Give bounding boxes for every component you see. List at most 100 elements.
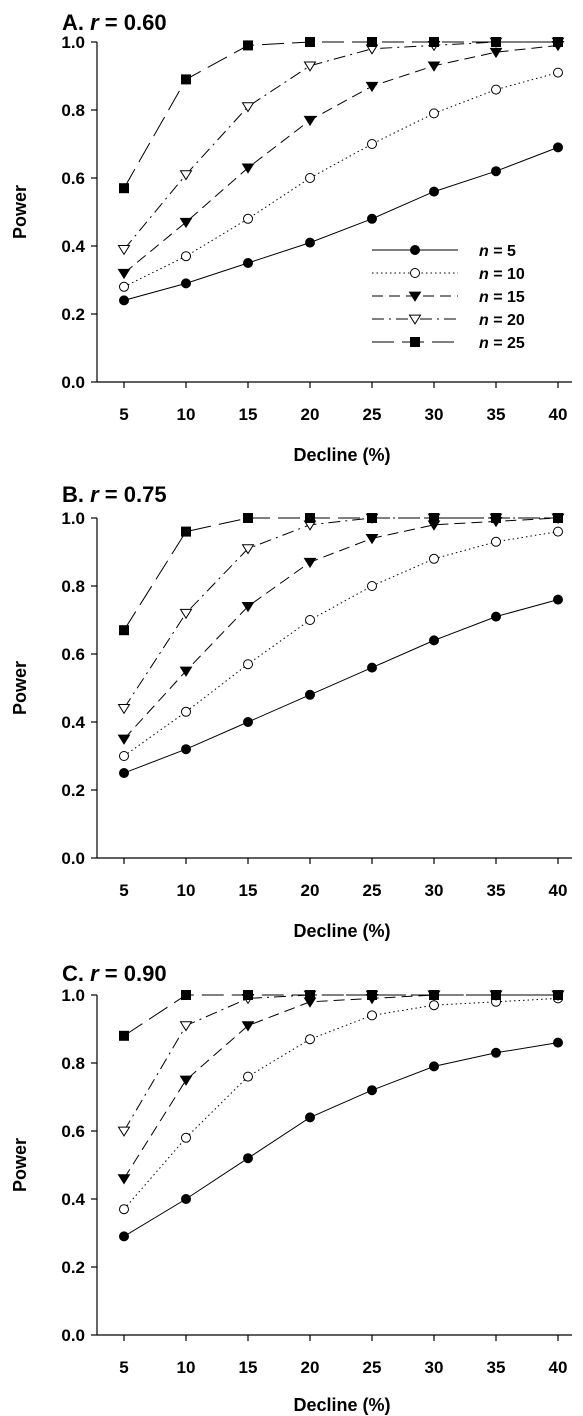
y-tick-label: 0.2 bbox=[61, 781, 85, 800]
x-tick-label: 30 bbox=[425, 405, 444, 424]
y-tick-label: 0.4 bbox=[61, 713, 85, 732]
data-point bbox=[119, 281, 129, 292]
chart-panel-a: A. r = 0.60 0.0 0.2 0.4 0.6 0.8 1.0 5 10 15 20 25 30… bbox=[10, 10, 572, 465]
legend: n = 5n = 10n = 15n = 20n = 25 bbox=[372, 243, 525, 352]
series-n10 bbox=[119, 67, 563, 292]
data-point bbox=[179, 217, 193, 229]
data-point bbox=[181, 1194, 191, 1204]
legend-var: n bbox=[479, 312, 489, 329]
data-point bbox=[117, 245, 131, 256]
data-point bbox=[491, 513, 501, 523]
data-point bbox=[491, 84, 501, 95]
x-tick-label: 30 bbox=[425, 881, 444, 900]
data-point bbox=[367, 513, 377, 523]
data-point bbox=[367, 139, 377, 149]
legend-marker bbox=[408, 314, 422, 325]
data-point bbox=[305, 1034, 315, 1045]
data-point bbox=[305, 237, 315, 248]
series-line bbox=[123, 994, 558, 1179]
data-point bbox=[303, 61, 317, 72]
data-point bbox=[241, 163, 255, 174]
data-point bbox=[117, 1126, 131, 1137]
data-point bbox=[429, 1000, 439, 1011]
series-n15 bbox=[117, 41, 565, 280]
legend-var: n bbox=[479, 266, 489, 283]
data-point bbox=[429, 1061, 439, 1072]
series-n25 bbox=[119, 37, 563, 194]
chart-title-value: = 0.60 bbox=[99, 10, 167, 35]
data-point bbox=[181, 990, 191, 1000]
data-point bbox=[243, 40, 253, 51]
data-point bbox=[181, 744, 191, 755]
series-n5 bbox=[119, 1037, 563, 1242]
x-tick-label: 20 bbox=[301, 881, 320, 900]
chart-panel-b: B. r = 0.75 0.0 0.2 0.4 0.6 0.8 1.0 5 10 15 20 25 30… bbox=[10, 482, 572, 941]
data-point bbox=[179, 1075, 193, 1086]
legend-label: n = 25 bbox=[479, 335, 525, 352]
x-tick-label: 35 bbox=[487, 881, 506, 900]
data-point bbox=[243, 1153, 253, 1164]
x-axis-label: Decline (%) bbox=[293, 445, 390, 465]
data-point bbox=[181, 278, 191, 289]
data-point bbox=[553, 67, 563, 78]
data-point bbox=[243, 213, 253, 224]
legend-marker bbox=[410, 245, 420, 255]
y-axis-label: Power bbox=[10, 661, 30, 715]
series-line bbox=[123, 531, 559, 757]
data-point bbox=[119, 1231, 129, 1242]
data-point bbox=[367, 1085, 377, 1096]
x-tick-label: 10 bbox=[177, 881, 196, 900]
legend-var: n bbox=[479, 243, 489, 260]
data-point bbox=[427, 61, 441, 72]
data-point bbox=[181, 251, 191, 262]
data-point bbox=[491, 1047, 501, 1058]
data-point bbox=[429, 513, 439, 523]
x-tick-label: 25 bbox=[363, 1358, 382, 1377]
series-line bbox=[123, 517, 558, 631]
data-point bbox=[553, 37, 563, 47]
data-point bbox=[243, 990, 253, 1000]
data-point bbox=[305, 1112, 315, 1123]
data-point bbox=[179, 1021, 193, 1032]
y-tick-label: 0.8 bbox=[61, 1054, 85, 1073]
chart-title-var: r bbox=[90, 482, 100, 507]
y-tick-label: 0.4 bbox=[61, 237, 85, 256]
data-point bbox=[243, 258, 253, 268]
x-tick-label: 35 bbox=[487, 405, 506, 424]
series-line bbox=[123, 44, 559, 274]
x-tick-label: 30 bbox=[425, 1358, 444, 1377]
data-point bbox=[181, 74, 191, 85]
data-point bbox=[367, 662, 377, 673]
series-n25 bbox=[119, 990, 563, 1041]
y-tick-label: 0.2 bbox=[61, 1258, 85, 1277]
y-tick-label: 0.6 bbox=[61, 1122, 85, 1141]
data-point bbox=[181, 706, 191, 717]
legend-marker bbox=[410, 268, 420, 278]
data-point bbox=[491, 536, 501, 547]
data-point bbox=[491, 611, 501, 622]
data-point bbox=[303, 557, 317, 569]
y-tick-label: 0.8 bbox=[61, 577, 85, 596]
y-tick-label: 0.2 bbox=[61, 305, 85, 324]
legend-label: n = 10 bbox=[479, 266, 525, 283]
chart-title-value: = 0.75 bbox=[99, 482, 167, 507]
data-point bbox=[179, 608, 193, 620]
series-line bbox=[123, 599, 559, 774]
data-point bbox=[367, 213, 377, 224]
chart-title-prefix: B. bbox=[62, 482, 90, 507]
data-point bbox=[179, 170, 193, 181]
series-line bbox=[123, 994, 558, 1132]
data-point bbox=[429, 108, 439, 119]
legend-var: n bbox=[479, 289, 489, 306]
data-point bbox=[117, 268, 131, 280]
legend-value: = 25 bbox=[489, 335, 525, 352]
chart-panel-c: C. r = 0.90 0.0 0.2 0.4 0.6 0.8 1.0 5 10 15 20 25 30… bbox=[10, 961, 572, 1415]
series-n15 bbox=[117, 990, 565, 1185]
y-axis-label: Power bbox=[10, 1138, 30, 1192]
series-line bbox=[123, 517, 559, 740]
x-tick-label: 10 bbox=[177, 1358, 196, 1377]
data-point bbox=[553, 513, 563, 523]
data-point bbox=[491, 166, 501, 177]
data-point bbox=[243, 513, 253, 523]
